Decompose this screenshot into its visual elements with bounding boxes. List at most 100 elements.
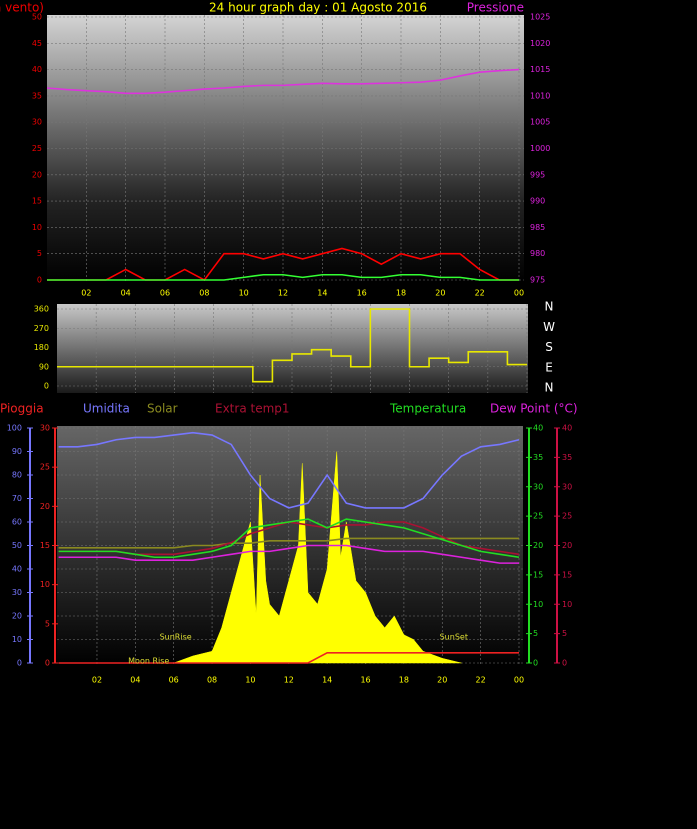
- y2-tick-label: 1015: [530, 65, 550, 74]
- series-line: [58, 537, 519, 549]
- y-tick-label: 360: [34, 305, 49, 314]
- y-tick-label: 90: [39, 362, 49, 371]
- y-tick-label: 60: [12, 518, 22, 527]
- y2-tick-label: 1000: [530, 144, 550, 153]
- y2-tick-label: 1005: [530, 118, 550, 127]
- series-line: [58, 431, 520, 509]
- y-tick-label: 10: [12, 635, 22, 644]
- y-tick-label: 0: [37, 276, 42, 285]
- direction-label: S: [545, 340, 553, 354]
- y3-tick-label: 30: [40, 424, 50, 433]
- y-tick-label: 15: [32, 197, 42, 206]
- direction-label: N: [545, 300, 554, 314]
- x-tick-label: 04: [121, 289, 131, 298]
- title: 24 hour graph day : 01 Agosto 2016: [209, 1, 427, 15]
- x-tick-label: 14: [317, 289, 327, 298]
- y4-tick-label: 0: [562, 659, 567, 668]
- y4-tick-label: 20: [562, 541, 572, 550]
- y3-tick-label: 20: [40, 502, 50, 511]
- x-tick-label: 20: [437, 676, 447, 685]
- y2-tick-label: 5: [533, 629, 538, 638]
- y-tick-label: 100: [7, 424, 22, 433]
- y4-tick-label: 10: [562, 600, 572, 609]
- y-tick-label: 20: [32, 170, 42, 179]
- series-line: [47, 273, 519, 281]
- y3-tick-label: 10: [40, 580, 50, 589]
- y-tick-label: 5: [37, 249, 42, 258]
- plot-background: [47, 15, 524, 283]
- y-tick-label: 0: [17, 659, 22, 668]
- y-tick-label: 50: [12, 541, 22, 550]
- legend-label: Temperatura: [389, 402, 466, 416]
- x-tick-label: 02: [81, 289, 91, 298]
- y-tick-label: 20: [12, 612, 22, 621]
- x-tick-label: 06: [160, 289, 170, 298]
- x-tick-label: 20: [435, 289, 445, 298]
- y2-tick-label: 975: [530, 276, 545, 285]
- annotation: SunRise: [160, 633, 192, 642]
- y2-tick-label: 980: [530, 249, 545, 258]
- y4-tick-label: 30: [562, 482, 572, 491]
- y2-tick-label: 0: [533, 659, 538, 668]
- x-tick-label: 02: [92, 676, 102, 685]
- x-tick-label: 00: [514, 676, 524, 685]
- legend-label: Dew Point (°C): [490, 402, 578, 416]
- x-tick-label: 12: [278, 289, 288, 298]
- x-tick-label: 22: [476, 676, 486, 685]
- direction-label: E: [545, 360, 553, 374]
- y2-tick-label: 995: [530, 170, 545, 179]
- y-tick-label: 35: [32, 91, 42, 100]
- y-tick-label: 80: [12, 471, 22, 480]
- y-tick-label: 40: [12, 565, 22, 574]
- x-tick-label: 08: [207, 676, 217, 685]
- series-line: [58, 652, 519, 664]
- x-tick-label: 00: [514, 289, 524, 298]
- y-tick-label: 70: [12, 494, 22, 503]
- y-tick-label: 270: [34, 324, 49, 333]
- series-line: [57, 308, 527, 383]
- y-tick-label: 90: [12, 447, 22, 456]
- plot-background: [57, 304, 528, 393]
- x-tick-label: 16: [360, 676, 370, 685]
- y2-tick-label: 10: [533, 600, 543, 609]
- series-line: [47, 247, 519, 282]
- y3-tick-label: 5: [45, 619, 50, 628]
- y-tick-label: 30: [12, 588, 22, 597]
- series-line: [46, 68, 520, 95]
- y-tick-label: 180: [34, 343, 49, 352]
- x-tick-label: 10: [239, 289, 249, 298]
- y2-tick-label: 35: [533, 453, 543, 462]
- y2-tick-label: 1020: [530, 39, 550, 48]
- legend-label: Extra temp1: [215, 402, 290, 416]
- x-tick-label: 16: [357, 289, 367, 298]
- y2-tick-label: 40: [533, 424, 543, 433]
- x-tick-label: 10: [245, 676, 255, 685]
- series-line: [58, 518, 520, 559]
- x-tick-label: 18: [399, 676, 409, 685]
- area: [173, 451, 462, 664]
- y-label: Forza vento): [0, 1, 44, 15]
- y-tick-label: 25: [32, 144, 42, 153]
- x-tick-label: 08: [199, 289, 209, 298]
- y2-tick-label: 985: [530, 223, 545, 232]
- y2-tick-label: 30: [533, 482, 543, 491]
- x-tick-label: 06: [169, 676, 179, 685]
- y3-tick-label: 25: [40, 463, 50, 472]
- y2-tick-label: 20: [533, 541, 543, 550]
- y3-tick-label: 15: [40, 541, 50, 550]
- y4-tick-label: 15: [562, 570, 572, 579]
- y2-label: Pressione: [467, 1, 524, 15]
- y-tick-label: 50: [32, 13, 42, 22]
- y4-tick-label: 25: [562, 512, 572, 521]
- y-tick-label: 45: [32, 39, 42, 48]
- direction-label: N: [545, 381, 554, 395]
- direction-label: W: [543, 320, 555, 334]
- series-line: [58, 544, 519, 564]
- annotation: Moon Rise: [128, 657, 169, 666]
- y-tick-label: 30: [32, 118, 42, 127]
- y-tick-label: 40: [32, 65, 42, 74]
- x-tick-label: 04: [130, 676, 140, 685]
- x-tick-label: 22: [475, 289, 485, 298]
- x-tick-label: 12: [284, 676, 294, 685]
